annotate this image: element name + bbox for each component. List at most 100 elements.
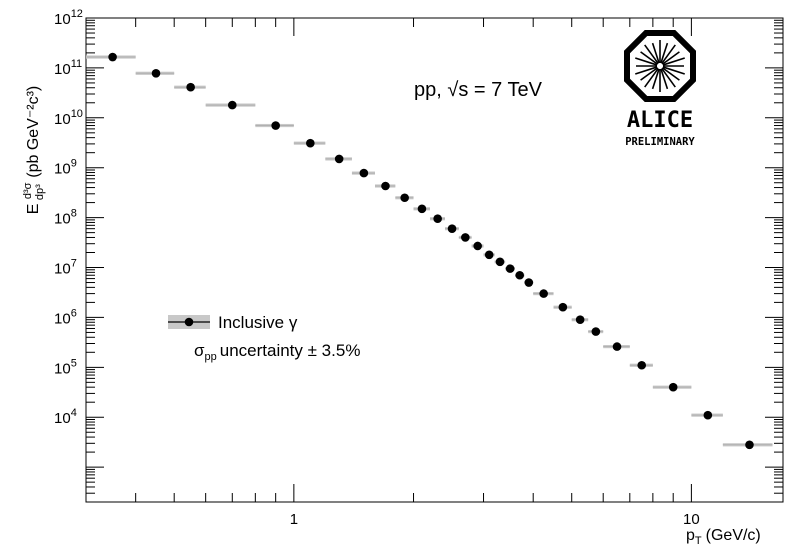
y-tick-label: 1011 <box>54 58 82 78</box>
alice-logo-text: ALICE <box>627 108 693 133</box>
y-tick-exponent: 6 <box>71 307 77 319</box>
data-point <box>515 270 525 280</box>
y-tick-exponent: 9 <box>71 158 77 170</box>
alice-logo-ray <box>651 68 660 90</box>
data-point <box>612 342 622 351</box>
plot-frame <box>85 17 784 503</box>
data-point <box>186 82 195 92</box>
y-tick-label: 104 <box>54 407 77 427</box>
alice-logo-ray <box>640 67 659 81</box>
data-point <box>539 289 548 298</box>
legend-note-pp: pp <box>205 351 217 363</box>
data-point <box>447 224 457 233</box>
data-point <box>524 278 534 287</box>
xlabel-T: T <box>695 535 702 547</box>
alice-logo-ray <box>644 44 659 65</box>
y-tick-base: 10 <box>54 161 71 178</box>
data-point <box>400 193 409 203</box>
data-point <box>433 214 442 224</box>
data-point <box>484 250 494 260</box>
alice-logo-ray <box>640 51 659 65</box>
y-axis-title: E d³σ dp³ (pb GeV⁻²c³) <box>18 86 47 215</box>
alice-logo-ray <box>635 57 658 66</box>
data-point <box>359 168 369 178</box>
data-point <box>745 440 754 450</box>
alice-logo-ray <box>662 57 685 66</box>
y-axis-title-text: E d³σ dp³ (pb GeV⁻²c³) <box>18 86 47 215</box>
y-tick-exponent: 8 <box>71 208 77 220</box>
alice-logo-ray <box>661 67 680 81</box>
y-tick-label: 109 <box>54 158 77 178</box>
x-axis-ticks: 1 10 <box>85 18 700 528</box>
alice-logo-ray <box>635 66 658 75</box>
y-tick-exponent: 4 <box>71 407 77 419</box>
y-tick-label: 108 <box>54 208 77 228</box>
y-tick-exponent: 11 <box>71 58 82 70</box>
alice-logo-octagon <box>624 30 696 102</box>
y-tick-label: 1012 <box>54 8 83 28</box>
x-tick-label: 10 <box>683 511 700 528</box>
y-tick-base: 10 <box>54 61 71 78</box>
y-tick-base: 10 <box>54 211 71 228</box>
data-point <box>591 327 601 336</box>
y-tick-base: 10 <box>54 11 71 28</box>
alice-logo-ray <box>661 51 680 65</box>
alice-logo: ALICE PRELIMINARY <box>624 30 696 148</box>
data-point <box>417 204 427 214</box>
alice-logo-ray <box>644 67 659 88</box>
y-tick-label: 105 <box>54 357 77 377</box>
data-point <box>334 154 344 164</box>
xlabel-units: (GeV/c) <box>706 527 761 544</box>
y-tick-base: 10 <box>54 410 71 427</box>
ylabel-E: E <box>25 204 42 215</box>
alice-logo-ray <box>662 66 685 75</box>
data-point <box>495 257 505 267</box>
legend-note-rest: uncertainty ± 3.5% <box>220 341 361 360</box>
y-tick-base: 10 <box>54 310 71 327</box>
data-point <box>227 100 237 110</box>
legend-note: σpp uncertainty ± 3.5% <box>194 341 360 363</box>
y-tick-base: 10 <box>54 360 71 377</box>
data-point <box>461 233 470 242</box>
data-point <box>306 138 315 148</box>
alice-logo-subtext: PRELIMINARY <box>625 136 695 148</box>
data-point <box>575 315 585 324</box>
alice-logo-ray <box>661 44 676 65</box>
y-tick-label: 107 <box>54 258 77 278</box>
legend: Inclusive γ σpp uncertainty ± 3.5% <box>168 313 360 363</box>
y-tick-exponent: 5 <box>71 357 77 369</box>
x-axis-title: pT (GeV/c) <box>686 527 761 547</box>
data-point <box>151 68 161 78</box>
legend-marker <box>184 317 194 327</box>
data-markers <box>86 52 773 450</box>
data-point <box>381 181 390 191</box>
data-point <box>108 52 117 62</box>
data-point <box>271 121 280 130</box>
ylabel-dp3: dp³ <box>34 184 46 200</box>
data-point <box>668 382 678 392</box>
y-tick-base: 10 <box>54 111 71 128</box>
alice-logo-rays <box>635 40 685 92</box>
y-tick-exponent: 7 <box>71 258 77 270</box>
y-tick-exponent: 10 <box>71 108 83 120</box>
data-point <box>637 360 647 370</box>
alice-logo-ray <box>660 42 669 64</box>
data-point <box>505 264 515 273</box>
xlabel-p: p <box>686 527 695 544</box>
alice-logo-ray <box>661 67 676 88</box>
ylabel-units: (pb GeV⁻²c³) <box>25 86 42 178</box>
y-tick-base: 10 <box>54 261 71 278</box>
data-point <box>558 302 568 312</box>
collision-annotation: pp, √s = 7 TeV <box>414 79 543 101</box>
legend-entry: Inclusive γ <box>218 313 298 332</box>
y-tick-label: 106 <box>54 307 77 327</box>
y-tick-exponent: 12 <box>71 8 83 20</box>
alice-logo-ray <box>660 68 669 90</box>
alice-logo-ray <box>651 42 660 64</box>
data-point <box>703 410 713 420</box>
ylabel-d3sigma: d³σ <box>22 182 34 199</box>
y-tick-label: 1010 <box>54 108 83 128</box>
